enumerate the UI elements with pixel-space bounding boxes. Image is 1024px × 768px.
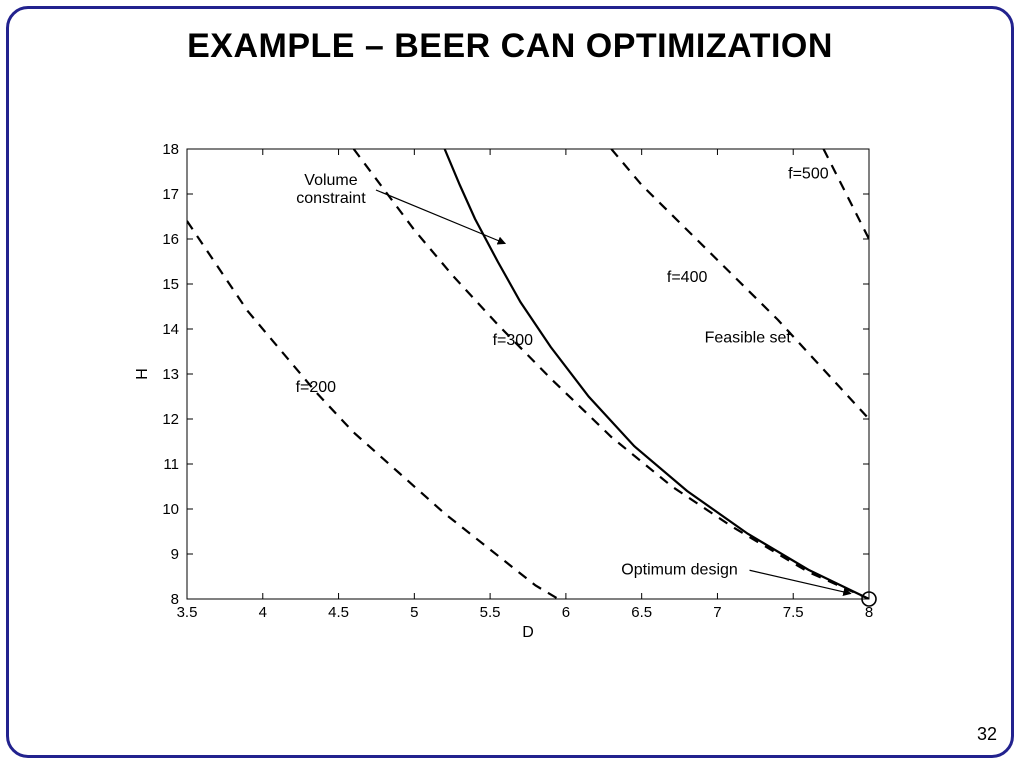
series-f=400 <box>611 149 869 419</box>
y-tick-label: 15 <box>162 276 179 293</box>
x-tick-label: 4 <box>259 604 267 621</box>
series-volume_constraint <box>445 149 869 599</box>
axes-box <box>187 149 869 599</box>
x-tick-label: 6 <box>562 604 570 621</box>
y-axis-label: H <box>134 368 151 380</box>
y-tick-label: 16 <box>162 231 179 248</box>
x-tick-label: 5.5 <box>480 604 501 621</box>
x-tick-label: 6.5 <box>631 604 652 621</box>
x-tick-label: 7.5 <box>783 604 804 621</box>
series-f=500 <box>824 149 869 239</box>
x-tick-label: 3.5 <box>177 604 198 621</box>
x-tick-label: 5 <box>410 604 418 621</box>
f400-label: f=400 <box>667 269 708 286</box>
y-tick-label: 8 <box>171 591 179 608</box>
f300-label: f=300 <box>493 332 534 349</box>
optimization-chart: 3.544.555.566.577.5889101112131415161718… <box>129 129 889 649</box>
feasible-set-label: Feasible set <box>705 330 792 347</box>
y-tick-label: 13 <box>162 366 179 383</box>
series-f=200 <box>187 221 558 599</box>
series-f=300 <box>354 149 869 599</box>
y-tick-label: 14 <box>162 321 179 338</box>
volume-constraint-label: constraint <box>296 190 366 207</box>
y-tick-label: 10 <box>162 501 179 518</box>
x-axis-label: D <box>522 624 534 641</box>
f200-label: f=200 <box>296 379 337 396</box>
y-tick-label: 11 <box>163 456 179 473</box>
chart-container: 3.544.555.566.577.5889101112131415161718… <box>129 129 889 649</box>
y-tick-label: 9 <box>171 546 179 563</box>
volume-constraint-label-arrow <box>376 190 505 244</box>
volume-constraint-label: Volume <box>304 172 357 189</box>
slide-title: EXAMPLE – BEER CAN OPTIMIZATION <box>9 27 1011 66</box>
x-tick-label: 7 <box>713 604 721 621</box>
page-number: 32 <box>977 724 997 745</box>
f500-label: f=500 <box>788 165 829 182</box>
y-tick-label: 18 <box>162 141 179 158</box>
optimum-label: Optimum design <box>621 561 738 578</box>
y-tick-label: 12 <box>162 411 179 428</box>
y-tick-label: 17 <box>162 186 179 203</box>
slide-frame: EXAMPLE – BEER CAN OPTIMIZATION 3.5 4 4.5 5… <box>6 6 1014 758</box>
x-tick-label: 4.5 <box>328 604 349 621</box>
